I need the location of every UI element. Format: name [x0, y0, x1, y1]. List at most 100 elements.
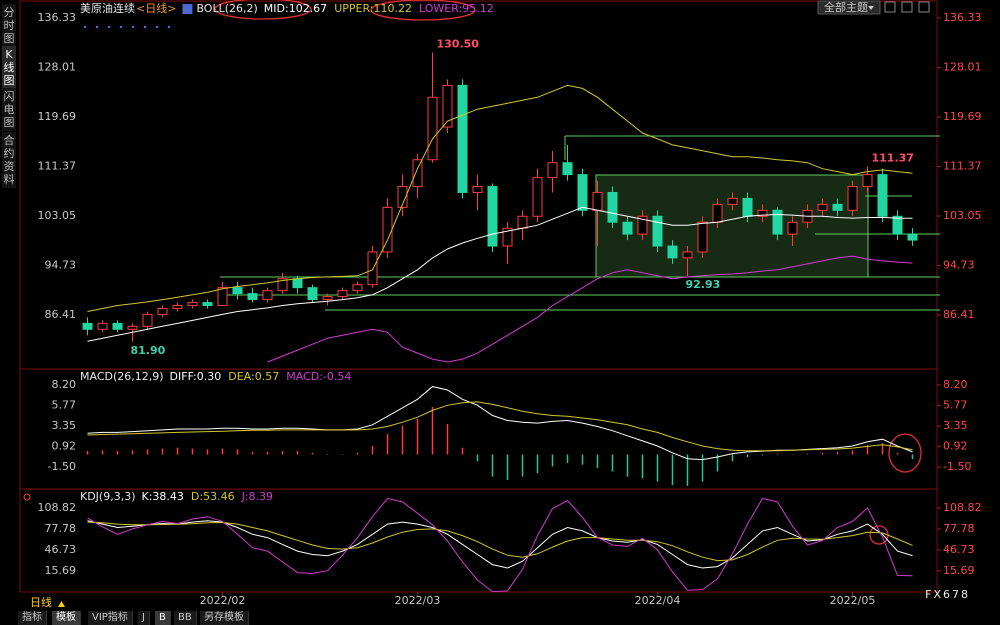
y-tick-label: 103.05 [38, 209, 77, 222]
candle-body [97, 322, 108, 330]
macd-bar [731, 454, 734, 462]
y-tick-label: 77.78 [45, 522, 77, 535]
kdj-icon [23, 493, 31, 501]
x-tick-label: 2022/03 [395, 594, 441, 607]
macd-bar [116, 451, 119, 455]
macd-bar [686, 454, 689, 486]
price-annotation: 111.37 [872, 151, 914, 164]
candle-body [397, 186, 408, 208]
candle-body [442, 84, 453, 128]
bottom-tab[interactable]: J [138, 611, 150, 625]
candle-body [217, 287, 228, 307]
candle-body [247, 293, 258, 301]
macd-bar [341, 454, 344, 455]
period-button[interactable]: 日线 [30, 595, 52, 609]
price-annotation: 130.50 [437, 38, 480, 51]
macd-bar [101, 450, 104, 455]
y-tick-label: 86.41 [45, 308, 77, 321]
y-tick-label: -1.50 [48, 460, 76, 473]
legend-entry: LOWER:95.12 [419, 2, 494, 15]
macd-bar [746, 454, 749, 458]
candle-body [472, 186, 483, 193]
y-tick-label: 15.69 [943, 564, 975, 577]
indicator-icon [182, 4, 193, 14]
y-tick-label: 108.82 [943, 501, 982, 514]
bottom-tab[interactable]: 另存模板 [200, 611, 249, 625]
candle-body [667, 245, 678, 259]
highlight [370, 0, 476, 21]
y-tick-label: 128.01 [38, 60, 77, 73]
indicator-line [87, 521, 913, 562]
sidebar-tab[interactable]: 分时图 [2, 4, 16, 47]
y-tick-label: 94.73 [943, 258, 975, 271]
sidebar-tab[interactable]: 合约资料 [2, 132, 16, 188]
legend-entry: MID:102.67 [264, 2, 327, 15]
sidebar-tab[interactable]: K线图 [2, 46, 16, 89]
indicator-line [87, 497, 913, 592]
y-tick-label: 0.92 [52, 440, 77, 453]
dot [155, 25, 159, 29]
legend-entry: UPPER:110.22 [334, 2, 412, 15]
y-tick-label: 46.73 [943, 543, 975, 556]
theme-menu[interactable]: 全部主题 [824, 0, 868, 14]
x-tick-label: 2022/04 [635, 594, 681, 607]
macd-bar [626, 454, 629, 477]
bottom-tab[interactable]: B [155, 611, 171, 625]
plot [86, 386, 914, 486]
macd-bar [716, 454, 719, 472]
legend-entry: MACD:-0.54 [286, 370, 351, 383]
candle-body [652, 215, 663, 247]
macd-bar [371, 446, 374, 455]
dropdown-arrow [868, 6, 874, 10]
period-arrow [58, 601, 65, 607]
bottom-tab[interactable]: 模板 [52, 611, 81, 625]
macd-bar [506, 454, 509, 480]
bottom-tab[interactable]: BB [174, 611, 197, 625]
macd-bar [641, 454, 644, 479]
theme-menu-box[interactable] [817, 0, 881, 15]
candle-body [352, 284, 363, 292]
y-tick-label: 136.33 [943, 11, 982, 24]
candle-body [142, 313, 153, 327]
macd-bar [791, 454, 794, 455]
window-icon[interactable] [884, 1, 896, 13]
candle-body [112, 322, 123, 330]
dot [95, 25, 99, 29]
macd-bar [431, 406, 434, 455]
y-tick-label: 119.69 [943, 110, 982, 123]
y-tick-label: 111.37 [38, 159, 77, 172]
bottom-tab[interactable]: 指标 [18, 611, 47, 625]
macd-bar [326, 454, 329, 455]
candle-body [562, 162, 573, 176]
highlight [214, 0, 312, 20]
macd-bar [851, 450, 854, 455]
price-annotation: 92.93 [686, 278, 721, 291]
window-icon[interactable] [918, 1, 930, 13]
dot [119, 25, 123, 29]
candle-body [262, 290, 273, 301]
candle-body [172, 305, 183, 309]
macd-bar [491, 454, 494, 477]
legend-entry: D:53.46 [191, 490, 235, 503]
dot [83, 25, 87, 29]
macd-bar [311, 452, 314, 455]
y-tick-label: 86.41 [943, 308, 975, 321]
dot [131, 25, 135, 29]
macd-bar [296, 451, 299, 455]
sidebar-tab[interactable]: 闪电图 [2, 88, 16, 131]
macd-bar [161, 448, 164, 455]
bottom-tab[interactable]: VIP指标 [88, 611, 133, 625]
y-tick-label: 136.33 [38, 11, 77, 24]
candle-body [202, 302, 213, 307]
y-tick-label: 128.01 [943, 60, 982, 73]
macd-bar [581, 454, 584, 465]
indicator-line [87, 401, 913, 452]
window-icon[interactable] [901, 1, 913, 13]
macd-bar [911, 454, 914, 460]
candle-body [847, 186, 858, 211]
y-tick-label: 119.69 [38, 110, 77, 123]
macd-bar [866, 445, 869, 455]
y-tick-label: 8.20 [52, 378, 77, 391]
y-tick-label: 8.20 [943, 378, 968, 391]
